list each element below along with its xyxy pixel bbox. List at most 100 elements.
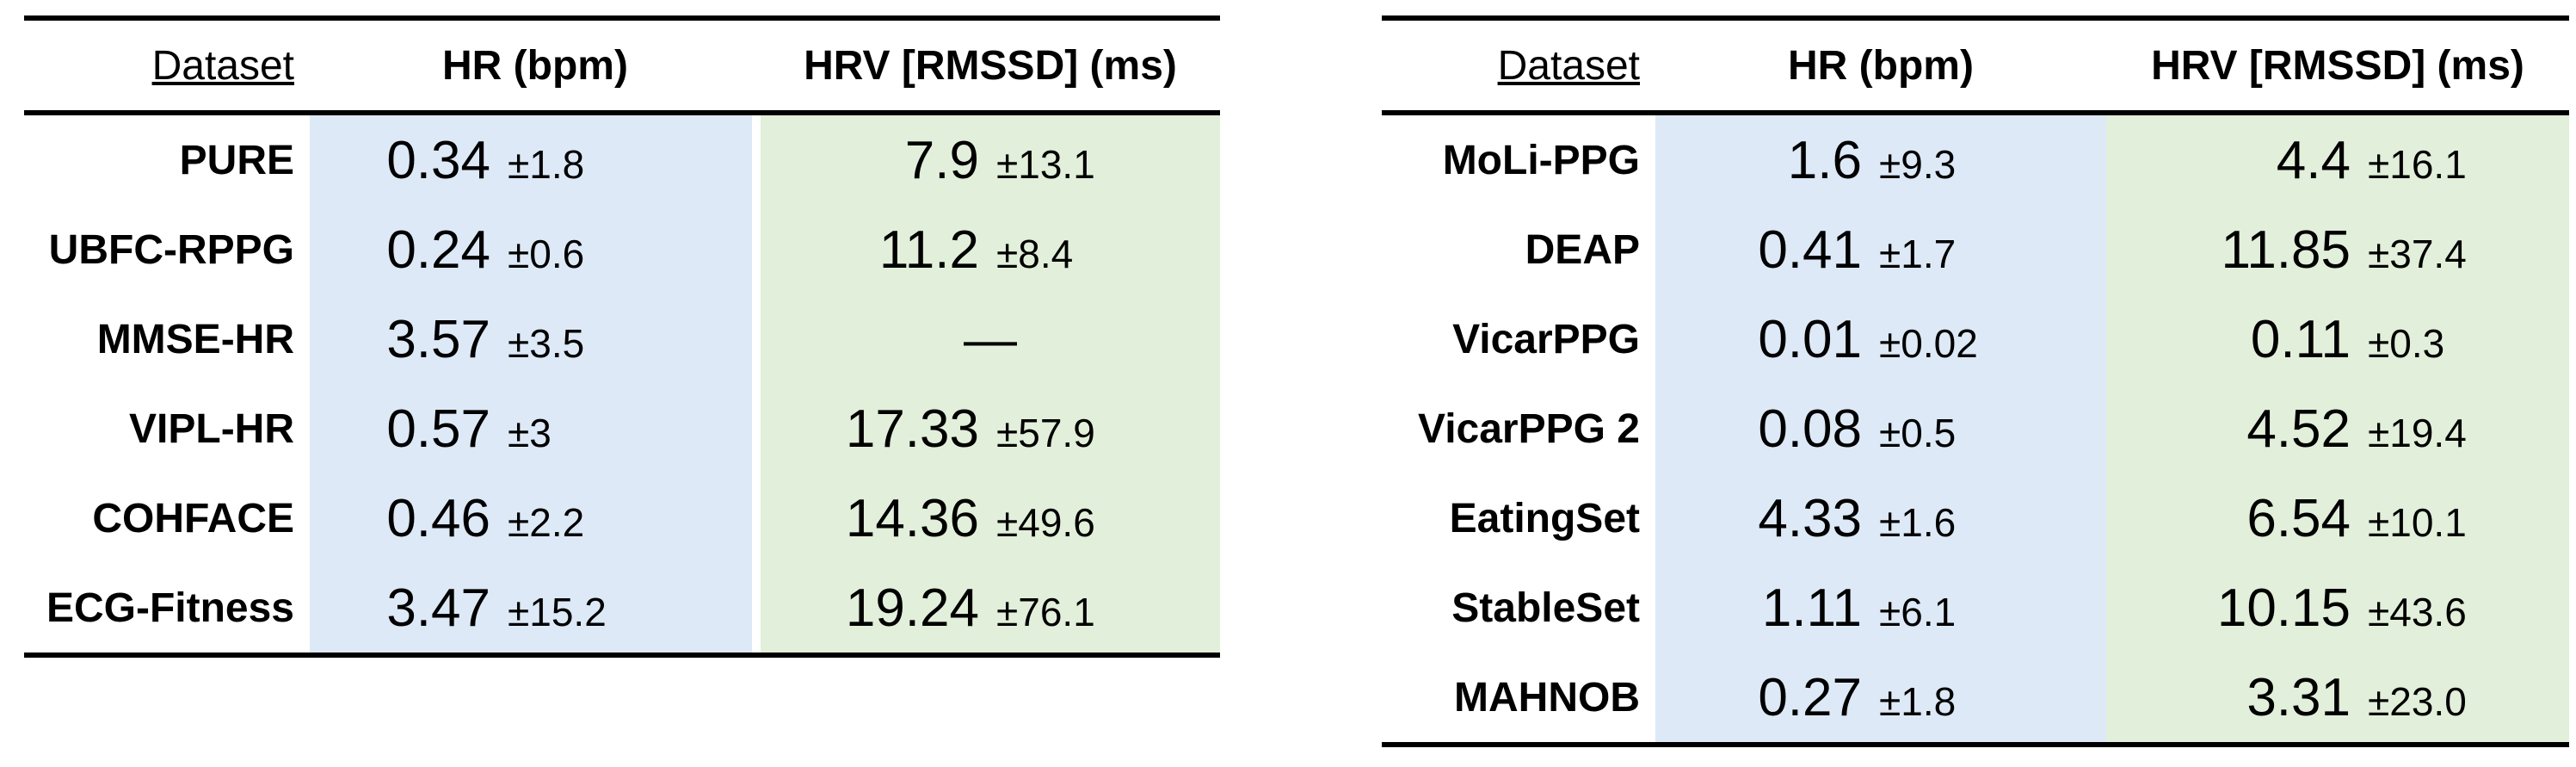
hrv-cell: 10.15 ±43.6	[2106, 563, 2569, 653]
table-row: PURE 0.34 ±1.8 7.9 ±13.1	[24, 115, 1220, 205]
left-table-body: PURE 0.34 ±1.8 7.9 ±13.1 UBFC-RPPG 0.24 ±0.6 11.…	[24, 115, 1220, 653]
hr-value: 4.33	[1758, 488, 1862, 548]
hrv-column-header: HRV [RMSSD] (ms)	[2106, 21, 2569, 115]
hrv-value: 10.15	[2216, 578, 2351, 638]
dataset-name: MMSE-HR	[96, 316, 294, 362]
hr-std: ±1.8	[508, 141, 585, 187]
hr-value: 3.57	[386, 309, 490, 369]
hr-column-header: HR (bpm)	[1655, 21, 2106, 115]
hrv-value: 3.31	[2246, 667, 2351, 727]
right-results-table: Dataset HR (bpm) HRV [RMSSD] (ms) MoLi-P…	[1382, 15, 2569, 747]
hr-cell: 0.34 ±1.8	[310, 115, 761, 205]
hr-value: 0.24	[386, 220, 490, 280]
hr-value: 0.41	[1758, 220, 1862, 280]
hr-std: ±0.02	[1879, 320, 1978, 366]
hrv-cell: 14.36 ±49.6	[761, 473, 1220, 563]
hrv-std: ±43.6	[2368, 589, 2467, 634]
hrv-value: 4.4	[2276, 130, 2351, 190]
hrv-value: 0.11	[2250, 309, 2351, 369]
hrv-std: ±13.1	[996, 141, 1095, 187]
dataset-name: COHFACE	[92, 495, 294, 541]
hrv-value: 7.9	[904, 130, 979, 190]
table-row: EatingSet 4.33 ±1.6 6.54 ±10.1	[1382, 473, 2569, 563]
hr-value: 1.6	[1787, 130, 1862, 190]
hrv-cell: 17.33 ±57.9	[761, 384, 1220, 473]
hr-cell: 0.57 ±3	[310, 384, 761, 473]
hrv-std: ±8.4	[996, 231, 1074, 276]
dataset-name: UBFC-RPPG	[48, 226, 294, 273]
header-row: Dataset HR (bpm) HRV [RMSSD] (ms)	[1382, 21, 2569, 115]
right-table-body: MoLi-PPG 1.6 ±9.3 4.4 ±16.1 DEAP 0.41 ±1.7 11.85…	[1382, 115, 2569, 742]
table-row: MAHNOB 0.27 ±1.8 3.31 ±23.0	[1382, 653, 2569, 742]
hrv-value: 4.52	[2246, 399, 2351, 459]
hr-value: 0.46	[386, 488, 490, 548]
hr-cell: 0.24 ±0.6	[310, 205, 761, 294]
hr-cell: 1.11 ±6.1	[1655, 563, 2106, 653]
hr-std: ±1.6	[1879, 499, 1957, 545]
hr-std: ±9.3	[1879, 141, 1957, 187]
hrv-value: 19.24	[845, 578, 979, 638]
dataset-column-header: Dataset	[24, 21, 310, 115]
hrv-cell: 3.31 ±23.0	[2106, 653, 2569, 742]
table-row: MMSE-HR 3.57 ±3.5 —	[24, 294, 1220, 384]
hrv-value: 14.36	[845, 488, 979, 548]
hr-std: ±0.5	[1879, 410, 1957, 455]
hr-cell: 4.33 ±1.6	[1655, 473, 2106, 563]
hrv-cell: 19.24 ±76.1	[761, 563, 1220, 653]
table-row: DEAP 0.41 ±1.7 11.85 ±37.4	[1382, 205, 2569, 294]
hr-cell: 0.46 ±2.2	[310, 473, 761, 563]
hrv-cell: 6.54 ±10.1	[2106, 473, 2569, 563]
hrv-value: 11.2	[878, 220, 979, 280]
hrv-std: ±49.6	[996, 499, 1095, 545]
hrv-cell: 4.4 ±16.1	[2106, 115, 2569, 205]
dataset-name: StableSet	[1451, 585, 1640, 631]
hrv-std: ±76.1	[996, 589, 1095, 634]
hrv-cell: 7.9 ±13.1	[761, 115, 1220, 205]
dataset-name: EatingSet	[1449, 495, 1640, 541]
dataset-name: VIPL-HR	[129, 405, 294, 452]
table-row: MoLi-PPG 1.6 ±9.3 4.4 ±16.1	[1382, 115, 2569, 205]
hr-value: 0.08	[1758, 399, 1862, 459]
hrv-cell: 11.2 ±8.4	[761, 205, 1220, 294]
dataset-column-header: Dataset	[1382, 21, 1655, 115]
hrv-cell: 4.52 ±19.4	[2106, 384, 2569, 473]
hrv-std: ±57.9	[996, 410, 1095, 455]
table-row: ECG-Fitness 3.47 ±15.2 19.24 ±76.1	[24, 563, 1220, 653]
hr-cell: 0.41 ±1.7	[1655, 205, 2106, 294]
hr-value: 0.34	[386, 130, 490, 190]
hr-cell: 0.08 ±0.5	[1655, 384, 2106, 473]
hr-std: ±2.2	[508, 499, 585, 545]
dataset-name: VicarPPG	[1452, 316, 1640, 362]
hrv-value: —	[964, 309, 1017, 369]
hr-value: 3.47	[386, 578, 490, 638]
dataset-name: VicarPPG 2	[1418, 405, 1640, 452]
hrv-std: ±0.3	[2368, 320, 2445, 366]
hrv-cell: 0.11 ±0.3	[2106, 294, 2569, 384]
hr-cell: 3.57 ±3.5	[310, 294, 761, 384]
hrv-value: 6.54	[2246, 488, 2351, 548]
hr-cell: 0.01 ±0.02	[1655, 294, 2106, 384]
hr-value: 0.27	[1758, 667, 1862, 727]
table-row: VicarPPG 0.01 ±0.02 0.11 ±0.3	[1382, 294, 2569, 384]
dataset-name: PURE	[179, 137, 294, 183]
hrv-std: ±10.1	[2368, 499, 2467, 545]
table-row: COHFACE 0.46 ±2.2 14.36 ±49.6	[24, 473, 1220, 563]
hr-value: 0.01	[1758, 309, 1862, 369]
dataset-name: DEAP	[1525, 226, 1640, 273]
hr-std: ±1.7	[1879, 231, 1957, 276]
hrv-cell: —	[761, 294, 1220, 384]
hrv-std: ±23.0	[2368, 678, 2467, 724]
hr-std: ±3.5	[508, 320, 585, 366]
hrv-std: ±37.4	[2368, 231, 2467, 276]
hrv-value: 17.33	[845, 399, 979, 459]
hrv-value: 11.85	[2221, 220, 2351, 280]
hr-std: ±0.6	[508, 231, 585, 276]
hr-std: ±1.8	[1879, 678, 1957, 724]
hrv-std: ±19.4	[2368, 410, 2467, 455]
hrv-column-header: HRV [RMSSD] (ms)	[761, 21, 1220, 115]
dataset-name: ECG-Fitness	[46, 585, 294, 631]
table-row: VIPL-HR 0.57 ±3 17.33 ±57.9	[24, 384, 1220, 473]
hr-std: ±3	[508, 410, 552, 455]
hr-cell: 3.47 ±15.2	[310, 563, 761, 653]
hr-value: 1.11	[1761, 578, 1862, 638]
